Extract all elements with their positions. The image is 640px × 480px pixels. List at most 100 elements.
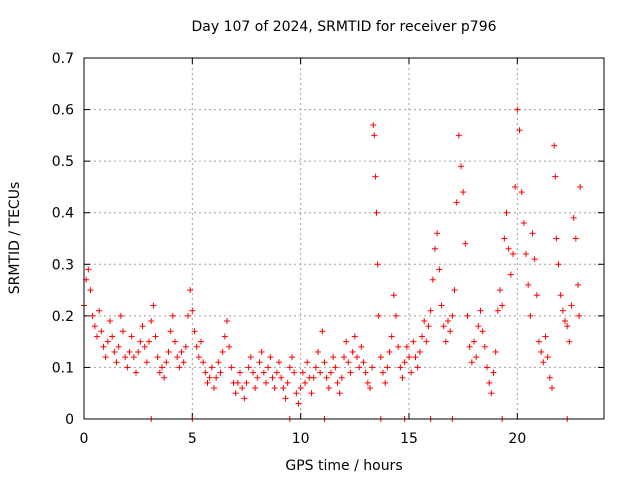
data-point [336, 390, 343, 397]
data-point [308, 390, 315, 397]
data-point [576, 312, 583, 319]
data-point [228, 364, 235, 371]
data-point [117, 312, 124, 319]
data-point [124, 364, 131, 371]
data-point [412, 354, 419, 361]
data-point [575, 281, 581, 288]
data-point [304, 359, 311, 366]
data-point [438, 302, 445, 309]
data-point [364, 379, 371, 386]
data-point [338, 374, 345, 381]
data-point [570, 214, 577, 221]
data-point [447, 328, 454, 335]
data-point [289, 354, 295, 361]
data-point [536, 338, 542, 345]
data-point [440, 323, 447, 330]
data-point [206, 374, 213, 381]
data-point [371, 132, 378, 139]
data-point [546, 374, 553, 381]
data-point [531, 256, 538, 263]
data-point [258, 348, 265, 355]
data-point [263, 379, 269, 386]
data-point [224, 318, 230, 325]
data-point [525, 281, 532, 288]
data-point [542, 333, 549, 340]
data-point [479, 328, 486, 335]
data-point [466, 343, 473, 350]
data-point [315, 348, 321, 355]
data-point [113, 359, 120, 366]
data-point [172, 338, 178, 345]
data-point [198, 338, 204, 345]
data-point [421, 318, 428, 325]
data-point [577, 183, 584, 190]
data-point [555, 261, 562, 268]
y-tick-label: 0.3 [52, 257, 74, 273]
data-point [102, 354, 109, 361]
data-point [516, 127, 523, 134]
data-point [406, 354, 412, 361]
data-point [354, 354, 360, 361]
data-point [126, 348, 133, 355]
data-point [527, 312, 534, 319]
data-point [380, 369, 386, 376]
data-point [425, 323, 432, 330]
data-point [159, 364, 165, 371]
data-point [182, 343, 189, 350]
y-tick-label: 0.1 [52, 360, 74, 376]
data-point [445, 318, 451, 325]
data-point [211, 385, 217, 392]
data-point [423, 338, 430, 345]
data-point [302, 379, 308, 386]
data-point [494, 307, 501, 314]
data-point [442, 338, 449, 345]
data-point [146, 338, 152, 345]
data-point [286, 364, 293, 371]
data-point [507, 271, 514, 278]
data-point [492, 348, 499, 355]
data-point [497, 287, 503, 294]
data-point [293, 390, 300, 397]
x-tick-label: 10 [292, 431, 310, 447]
data-point [559, 307, 566, 314]
data-point [552, 173, 559, 180]
data-point [520, 220, 527, 227]
data-point [414, 364, 421, 371]
data-point [237, 369, 243, 376]
data-point [161, 374, 168, 381]
data-point [133, 369, 139, 376]
data-point [232, 390, 239, 397]
data-point [187, 287, 194, 294]
data-point [468, 359, 475, 366]
data-point [191, 328, 198, 335]
data-point [247, 354, 254, 361]
data-point [200, 359, 207, 366]
data-point [334, 379, 341, 386]
data-point [278, 374, 285, 381]
data-point [150, 302, 157, 309]
data-point [367, 385, 373, 392]
data-point [91, 323, 98, 330]
data-point [208, 364, 215, 371]
data-point [319, 328, 326, 335]
data-point [390, 292, 397, 299]
data-point [215, 359, 222, 366]
data-point [87, 287, 94, 294]
data-point [256, 359, 263, 366]
data-point [167, 328, 174, 335]
data-point [475, 323, 482, 330]
data-point [356, 364, 363, 371]
data-point [111, 348, 118, 355]
data-point [453, 199, 460, 206]
data-point [523, 250, 529, 257]
data-point [399, 374, 406, 381]
data-point [568, 302, 575, 309]
data-point [107, 318, 113, 325]
data-point [551, 142, 558, 149]
data-point [395, 343, 402, 350]
data-point [178, 348, 185, 355]
data-point [174, 354, 181, 361]
x-tick-label: 0 [80, 431, 89, 447]
data-point [375, 312, 382, 319]
